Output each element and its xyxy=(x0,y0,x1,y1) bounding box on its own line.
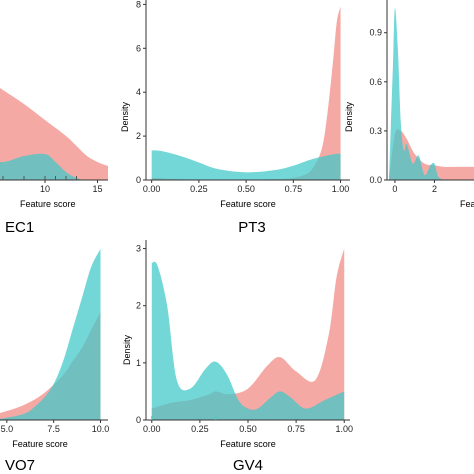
y-tick-label: 2 xyxy=(136,301,141,311)
chart-vo7: VO7 Feature score 5.0 7.5 10.0 xyxy=(0,249,109,474)
chart-title-vo7: VO7 xyxy=(5,457,35,474)
x-tick-label: 0.75 xyxy=(285,184,303,194)
density-area-vo7-teal xyxy=(0,249,101,420)
y-tick-label: 0.9 xyxy=(369,28,382,38)
y-axis-label-gv4: Density xyxy=(122,334,132,365)
x-tick-label: 7.5 xyxy=(47,424,60,434)
x-tick-label: 2 xyxy=(432,184,437,194)
x-axis-label-third: Fea xyxy=(460,199,474,209)
x-tick-label: 1.00 xyxy=(332,184,350,194)
x-tick-label: 0.25 xyxy=(191,424,209,434)
x-tick-label: 10.0 xyxy=(92,424,110,434)
density-area-third-teal xyxy=(388,7,474,180)
y-tick-label: 6 xyxy=(136,43,141,53)
density-area-pt3-teal xyxy=(151,150,341,180)
y-tick-label: 0.3 xyxy=(369,126,382,136)
y-tick-label: 0 xyxy=(136,415,141,425)
plot-area-vo7 xyxy=(0,249,101,420)
density-area-gv4-teal xyxy=(151,261,345,420)
chart-title-pt3: PT3 xyxy=(238,219,266,236)
chart-third: Fea Density 0 2 0.0 0.3 0.6 0.9 xyxy=(344,0,474,209)
y-tick-label: 1 xyxy=(136,358,141,368)
y-tick-label: 0.6 xyxy=(369,77,382,87)
plot-area-ec1 xyxy=(0,87,108,180)
plot-area-gv4 xyxy=(151,248,345,420)
y-tick-label: 4 xyxy=(136,87,141,97)
y-axis-label-third: Density xyxy=(344,101,354,132)
y-tick-label: 3 xyxy=(136,244,141,254)
chart-title-ec1: EC1 xyxy=(5,219,34,236)
y-tick-label: 0.0 xyxy=(369,175,382,185)
x-tick-label: 0.00 xyxy=(143,424,161,434)
density-area-gv4-red xyxy=(151,248,345,420)
x-axis-label-ec1: Feature score xyxy=(20,199,76,209)
x-tick-label: 0.25 xyxy=(190,184,208,194)
density-area-pt3-red xyxy=(151,6,341,180)
x-tick-label: 0.75 xyxy=(287,424,305,434)
density-area-ec1-teal xyxy=(0,153,108,180)
x-axis-label-vo7: Feature score xyxy=(12,439,68,449)
y-axis-label-pt3: Density xyxy=(120,101,130,132)
x-tick-label: 1.00 xyxy=(335,424,353,434)
plot-area-third xyxy=(388,7,474,180)
y-tick-label: 2 xyxy=(136,131,141,141)
chart-gv4: GV4 Feature score Density 0.00 0.25 0.50 0.… xyxy=(122,240,353,474)
x-tick-label: 0.50 xyxy=(239,424,257,434)
x-tick-label: 5.0 xyxy=(1,424,14,434)
x-tick-label: 15 xyxy=(92,184,102,194)
chart-ec1: EC1 Feature score 10 15 xyxy=(0,87,108,236)
x-tick-label: 10 xyxy=(40,184,50,194)
chart-title-gv4: GV4 xyxy=(233,457,263,474)
y-tick-label: 8 xyxy=(136,0,141,9)
x-axis-label-pt3: Feature score xyxy=(220,199,276,209)
x-tick-label: 0.50 xyxy=(237,184,255,194)
y-tick-label: 0 xyxy=(136,175,141,185)
x-tick-label: 0.00 xyxy=(143,184,161,194)
chart-pt3: PT3 Feature score Density 0.00 0.25 0.50 0.… xyxy=(120,0,350,236)
plot-area-pt3 xyxy=(151,6,341,180)
x-tick-label: 0 xyxy=(392,184,397,194)
x-axis-label-gv4: Feature score xyxy=(220,439,276,449)
